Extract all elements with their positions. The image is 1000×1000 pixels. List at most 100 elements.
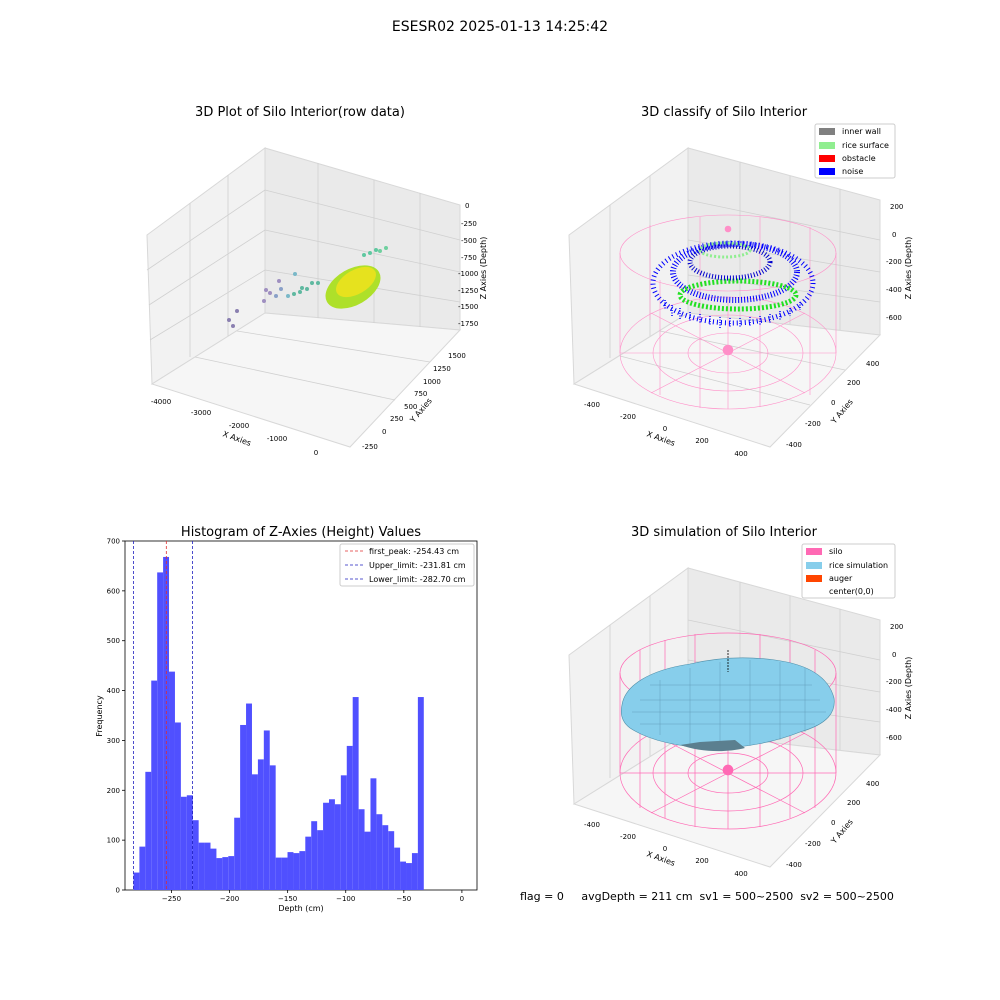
raw-ztick: 0 xyxy=(465,202,469,210)
rice-simulation-mesh-grid xyxy=(632,660,826,748)
classify-xtick: 200 xyxy=(695,437,708,445)
simulation-ytick: 400 xyxy=(866,780,879,788)
classify-ztick: -400 xyxy=(886,286,902,294)
raw-point xyxy=(368,251,372,255)
hist-ytick: 700 xyxy=(107,538,120,546)
classify-silo-wireframe xyxy=(619,214,837,410)
hist-bar xyxy=(411,853,418,890)
classify-legend: inner wall rice surface obstacle noise xyxy=(814,123,896,179)
hist-bar xyxy=(180,796,187,890)
classify-ytick: 400 xyxy=(866,360,879,368)
hist-bar xyxy=(192,820,199,890)
hist-bar xyxy=(305,836,312,890)
classify-rice-surface-region xyxy=(677,278,799,312)
classify-axes-box xyxy=(568,147,882,448)
legend-swatch-obstacle xyxy=(819,155,835,162)
hist-bar xyxy=(257,759,264,890)
hist-bar xyxy=(133,872,140,890)
raw-point xyxy=(279,287,283,291)
hist-ytick: 500 xyxy=(107,637,120,645)
hist-bar xyxy=(328,799,335,890)
raw-zticks: 0 -250 -500 -750 -1000 -1250 -1500 -1750 xyxy=(458,202,478,328)
legend-swatch-noise xyxy=(819,168,835,175)
legend-swatch-rice-simulation xyxy=(806,562,822,569)
simulation-ytick: -200 xyxy=(805,840,821,848)
simulation-xtick: 400 xyxy=(734,870,747,878)
classify-xtick: 0 xyxy=(663,425,667,433)
hist-bar xyxy=(157,572,164,890)
raw-point xyxy=(286,294,290,298)
hist-bar xyxy=(376,814,383,890)
hist-xtick: −100 xyxy=(336,895,355,903)
raw-ytick: 1000 xyxy=(423,378,441,386)
classify-noise-region xyxy=(687,243,773,281)
raw-xticks: -4000 -3000 -2000 -1000 0 xyxy=(151,398,318,457)
simulation-ytick: -400 xyxy=(786,861,802,869)
simulation-xtick: 0 xyxy=(663,845,667,853)
raw-ytick: -250 xyxy=(362,443,378,451)
raw-point xyxy=(310,281,314,285)
hist-xtick: 0 xyxy=(460,895,464,903)
hist-xtick: −200 xyxy=(220,895,239,903)
raw-point xyxy=(227,318,231,322)
hist-bar xyxy=(275,857,282,890)
hist-xtick: −50 xyxy=(396,895,411,903)
simulation-xticks: -400 -200 0 200 400 xyxy=(584,821,748,878)
simulation-xtick: 200 xyxy=(695,857,708,865)
classify-title: 3D classify of Silo Interior xyxy=(641,105,808,120)
legend-label: auger xyxy=(829,574,853,583)
hist-bar xyxy=(251,774,258,890)
hist-bar xyxy=(299,851,306,890)
legend-label: rice surface xyxy=(842,141,889,150)
raw-ztick: -1750 xyxy=(458,320,478,328)
hist-xticks: −250 −200 −150 −100 −50 0 xyxy=(162,890,464,903)
hist-bar xyxy=(370,778,377,890)
hist-bar xyxy=(340,775,347,890)
raw-point xyxy=(235,309,239,313)
raw-point xyxy=(268,291,272,295)
hist-bars xyxy=(133,556,424,890)
raw-zlabel: Z Axies (Depth) xyxy=(479,237,488,300)
simulation-ztick: 200 xyxy=(890,623,903,631)
status-footer: flag = 0 avgDepth = 211 cm sv1 = 500~250… xyxy=(520,890,894,903)
hist-bar xyxy=(400,861,407,890)
classify-ytick: -200 xyxy=(805,420,821,428)
raw-point xyxy=(316,281,320,285)
raw-ztick: -1500 xyxy=(458,303,478,311)
legend-label: first_peak: -254.43 cm xyxy=(369,547,459,556)
hist-bar xyxy=(417,697,424,890)
legend-label: silo xyxy=(829,547,843,556)
hist-bar xyxy=(334,804,341,890)
hist-bar xyxy=(222,857,229,890)
hist-bar xyxy=(323,802,329,890)
legend-label: rice simulation xyxy=(829,561,888,570)
hist-bar xyxy=(388,831,395,890)
simulation-ztick: -400 xyxy=(886,706,902,714)
hist-bar xyxy=(204,842,211,890)
hist-bar xyxy=(269,765,276,890)
raw-ytick: 750 xyxy=(414,390,427,398)
legend-label: inner wall xyxy=(842,127,881,136)
simulation-zlabel: Z Axies (Depth) xyxy=(904,657,913,720)
raw-ztick: -500 xyxy=(461,237,477,245)
simulation-xtick: -400 xyxy=(584,821,600,829)
hist-yticks: 0 100 200 300 400 500 600 700 xyxy=(107,538,125,895)
figure-suptitle: ESESR02 2025-01-13 14:25:42 xyxy=(392,19,608,35)
panel-simulation: 3D simulation of Silo Interior xyxy=(568,525,913,878)
hist-bar xyxy=(240,724,247,890)
hist-bar xyxy=(281,857,288,890)
legend-swatch-rice-surface xyxy=(819,142,835,149)
hist-bar xyxy=(234,817,241,890)
raw-point xyxy=(264,288,268,292)
raw-ytick: 1250 xyxy=(433,365,451,373)
raw-point xyxy=(374,248,378,252)
classify-xtick: -400 xyxy=(584,401,600,409)
hist-title: Histogram of Z-Axies (Height) Values xyxy=(181,525,421,540)
hist-xlabel: Depth (cm) xyxy=(278,904,323,913)
hist-bar xyxy=(228,856,235,890)
hist-bar xyxy=(174,722,181,890)
raw-point xyxy=(262,299,266,303)
raw-ztick: -250 xyxy=(461,220,477,228)
hist-bar xyxy=(358,809,365,890)
